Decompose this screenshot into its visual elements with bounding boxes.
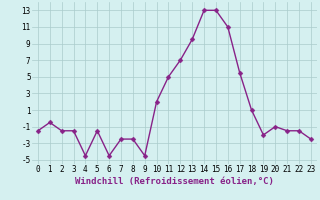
X-axis label: Windchill (Refroidissement éolien,°C): Windchill (Refroidissement éolien,°C): [75, 177, 274, 186]
